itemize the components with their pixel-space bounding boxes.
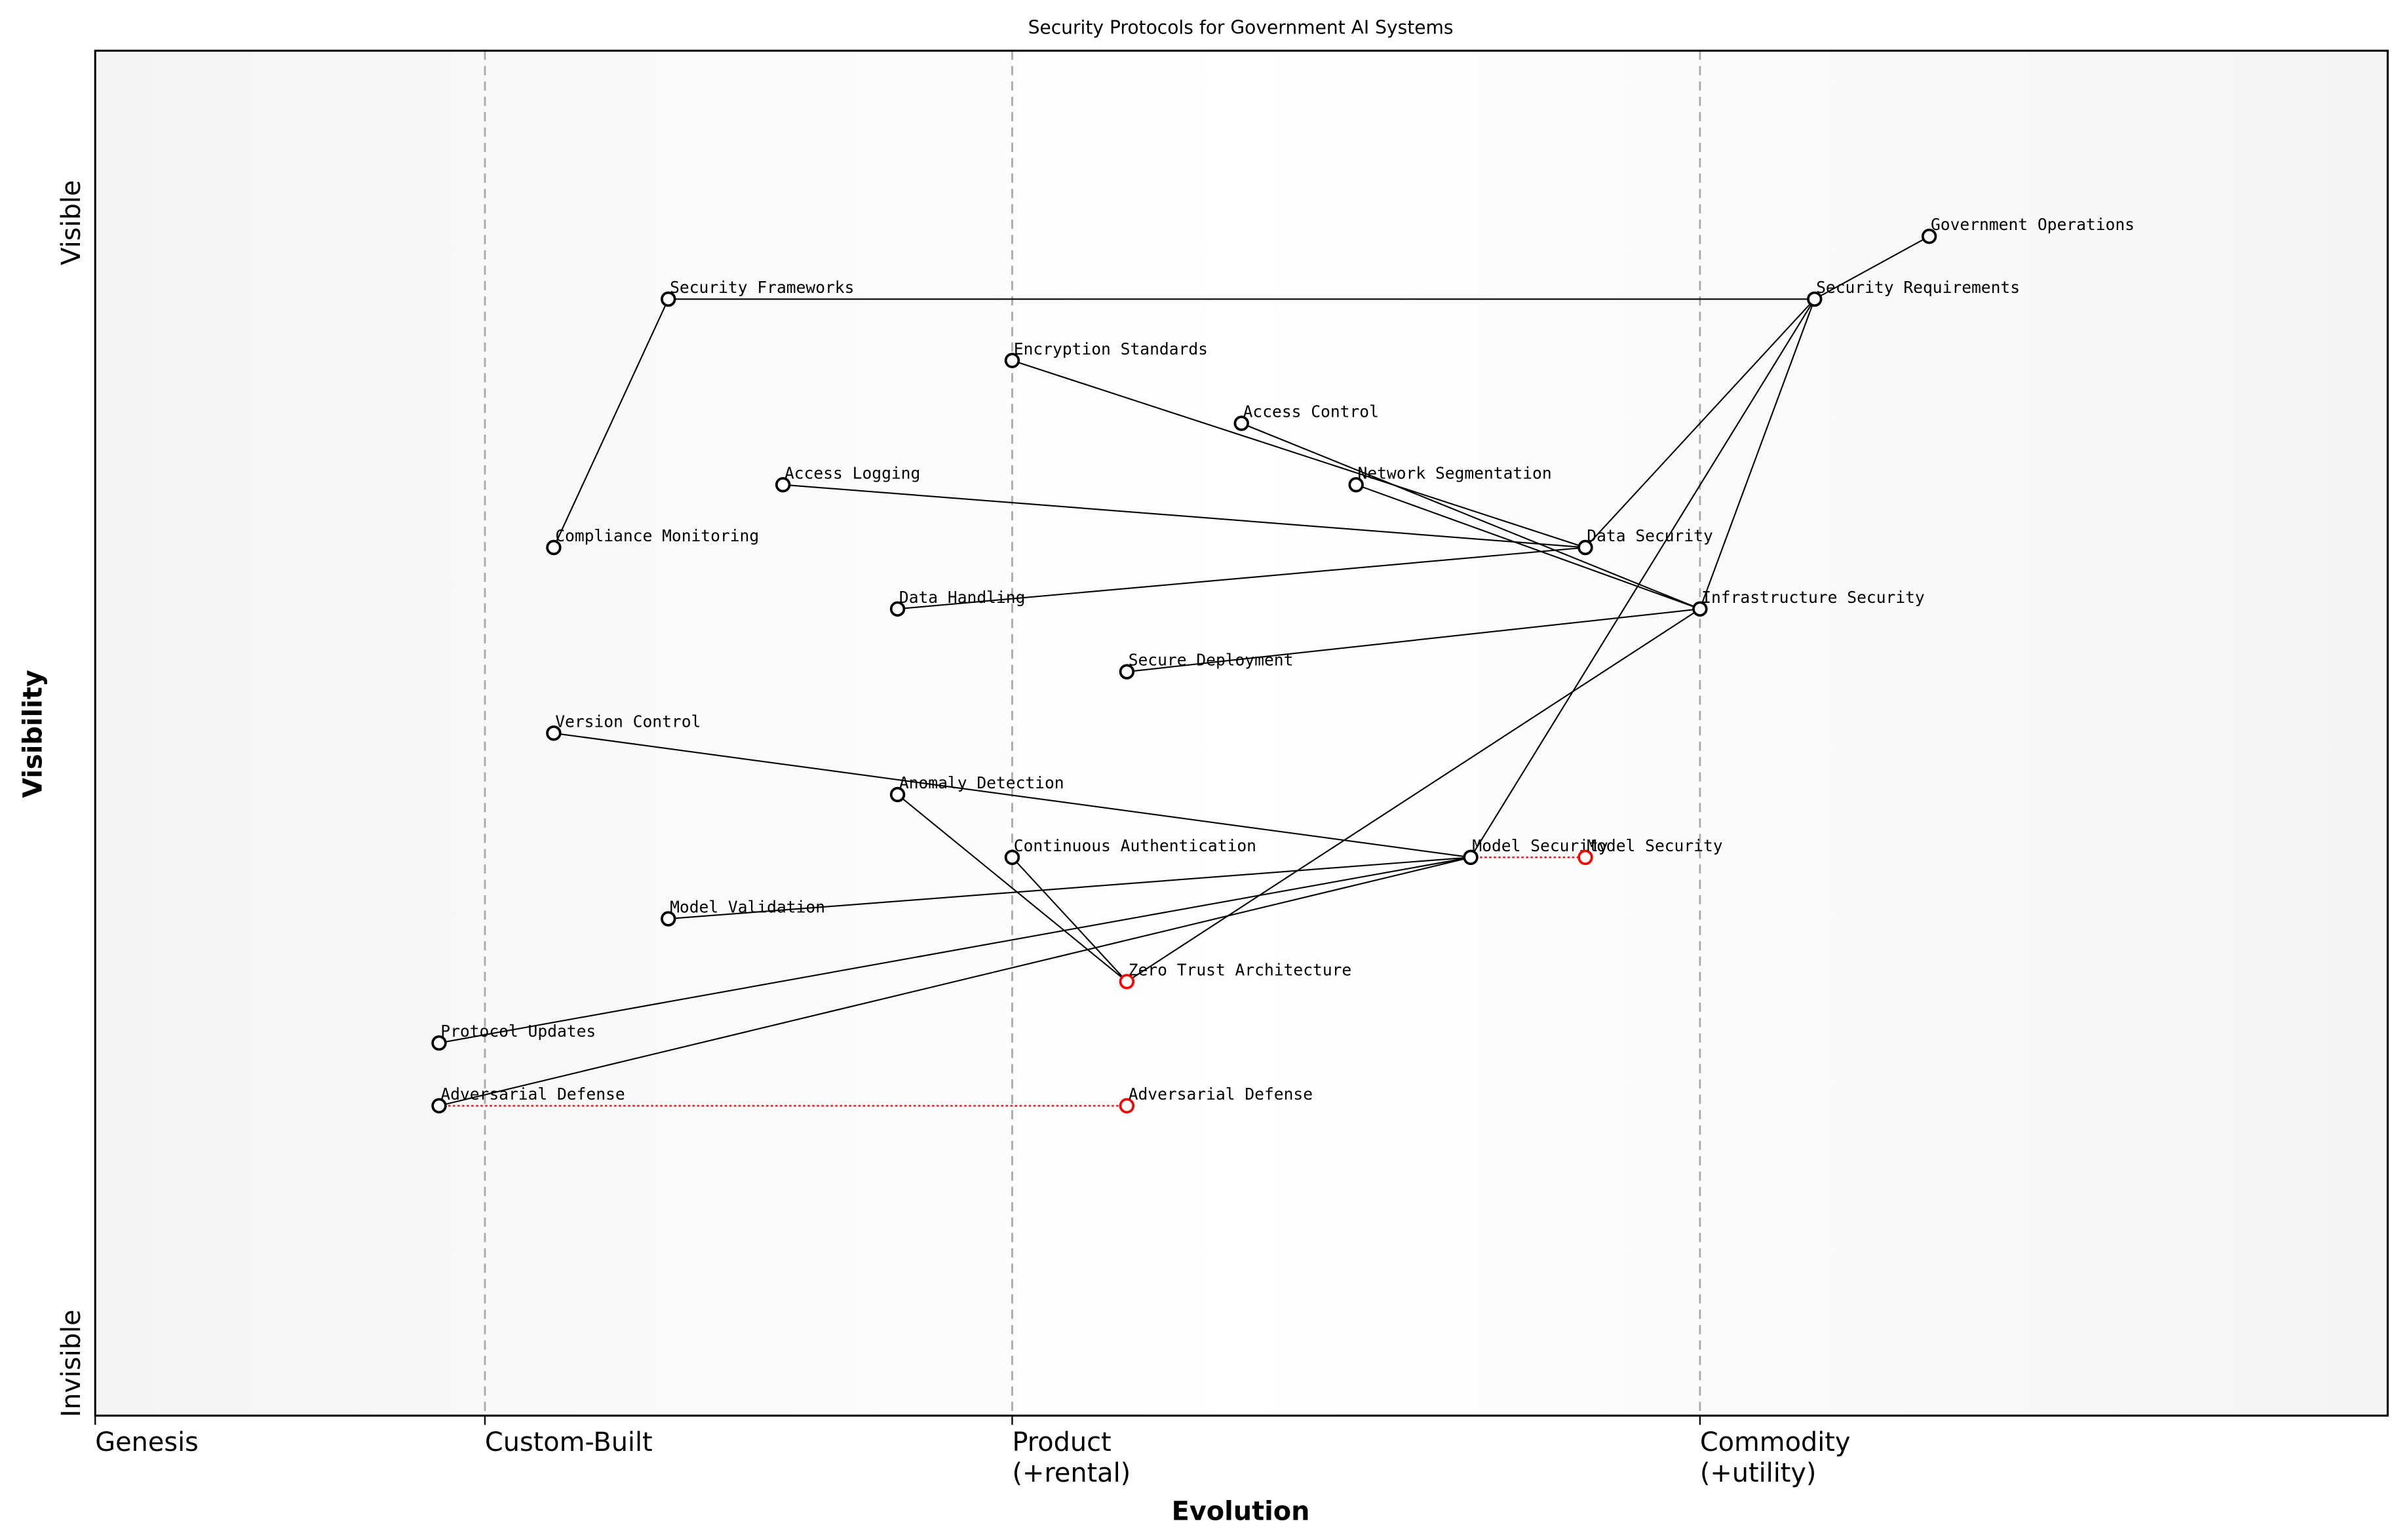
component-node[interactable] (1348, 476, 1364, 493)
component-node[interactable] (889, 601, 906, 617)
link-line (1585, 298, 1815, 549)
component-node[interactable] (1119, 664, 1135, 680)
x-axis-label: Evolution (1172, 1497, 1310, 1527)
link-line (783, 484, 1586, 549)
y-label-invisible: Invisible (56, 1309, 87, 1417)
component-label: Security Frameworks (670, 278, 854, 297)
link-line (1355, 484, 1701, 610)
component-label: Model Validation (670, 898, 825, 917)
component-label: Security Requirements (1816, 278, 2020, 297)
plot-frame (94, 49, 2389, 1417)
x-stage-label: Custom-Built (485, 1427, 653, 1457)
component-label: Protocol Updates (440, 1022, 596, 1041)
component-node[interactable] (1233, 415, 1249, 431)
component-label: Infrastructure Security (1701, 588, 1925, 607)
component-label: Version Control (555, 712, 701, 731)
component-label: Access Logging (784, 463, 920, 482)
link-line (1241, 422, 1701, 610)
y-label-visible: Visible (56, 180, 87, 265)
link-line (1011, 857, 1128, 982)
component-label: Adversarial Defense (1129, 1085, 1313, 1104)
component-label: Government Operations (1931, 215, 2135, 234)
component-node[interactable] (1692, 601, 1708, 617)
link-line (1814, 235, 1930, 300)
component-label: Compliance Monitoring (555, 526, 759, 545)
component-node[interactable] (661, 291, 676, 307)
component-node[interactable] (546, 539, 562, 556)
link-line (438, 857, 1471, 1107)
link-line (1699, 299, 1815, 609)
link-line (1012, 360, 1586, 549)
y-axis-label: Visibility (18, 670, 48, 798)
component-node[interactable] (1807, 291, 1823, 307)
component-node[interactable] (1577, 539, 1593, 556)
component-node[interactable] (546, 725, 562, 741)
component-label: Secure Deployment (1129, 651, 1294, 670)
component-label: Data Handling (899, 588, 1025, 607)
x-stage-label: Commodity (+utility) (1700, 1427, 1851, 1488)
component-label: Continuous Authentication (1014, 836, 1256, 855)
link-line (1126, 608, 1701, 982)
component-label: Data Security (1587, 526, 1713, 545)
component-node[interactable] (1004, 849, 1020, 866)
component-label: Encryption Standards (1014, 339, 1208, 358)
component-node[interactable] (431, 1035, 447, 1051)
component-label: Network Segmentation (1358, 463, 1552, 482)
component-node[interactable] (775, 476, 791, 493)
component-node[interactable] (661, 911, 676, 927)
x-stage-label: Genesis (95, 1427, 199, 1457)
link-line (668, 857, 1471, 920)
x-stage-label: Product (+rental) (1012, 1427, 1131, 1488)
link-line (897, 547, 1586, 610)
plot-background (95, 50, 2388, 1416)
component-label: Access Control (1243, 402, 1379, 421)
component-label: Anomaly Detection (899, 773, 1064, 792)
chart-title: Security Protocols for Government AI Sys… (1028, 17, 1454, 39)
component-node[interactable] (431, 1098, 447, 1114)
link-line (552, 298, 669, 548)
link-line (553, 732, 1471, 858)
component-node[interactable] (1463, 849, 1479, 866)
component-node[interactable] (1119, 1098, 1135, 1114)
link-line (897, 794, 1128, 982)
component-node[interactable] (1004, 353, 1020, 368)
link-line (1127, 608, 1700, 673)
component-node[interactable] (1119, 974, 1135, 990)
link-line (438, 857, 1471, 1044)
component-node[interactable] (889, 786, 906, 803)
component-node[interactable] (1577, 849, 1593, 866)
component-label: Adversarial Defense (440, 1085, 625, 1104)
component-node[interactable] (1921, 228, 1937, 244)
component-label: Zero Trust Architecture (1129, 960, 1352, 979)
link-line (1470, 298, 1815, 858)
component-label: Model Security (1587, 836, 1722, 855)
